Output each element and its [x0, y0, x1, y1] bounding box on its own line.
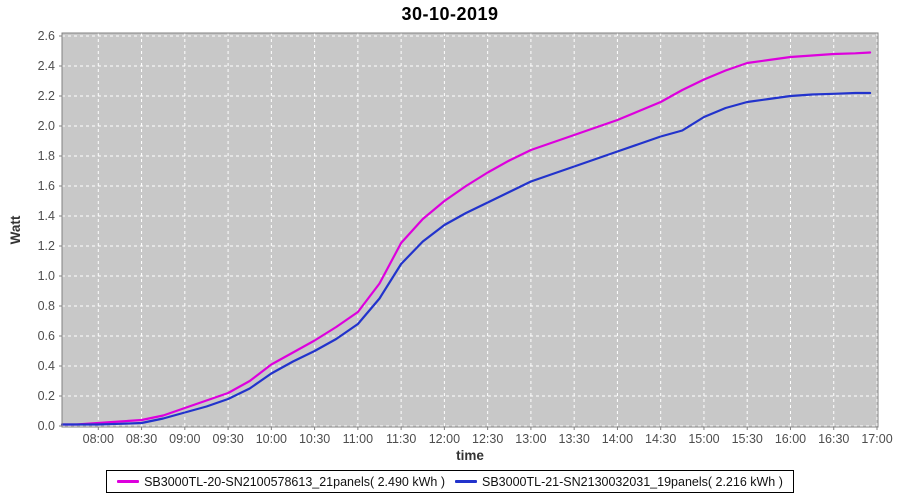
x-tick-label: 17:00 — [861, 432, 892, 446]
y-tick-label: 2.0 — [38, 119, 55, 133]
legend-label: SB3000TL-21-SN2130032031_19panels( 2.216… — [482, 474, 783, 489]
x-tick-label: 15:30 — [732, 432, 763, 446]
x-tick-label: 13:30 — [559, 432, 590, 446]
legend-line-swatch-blue — [455, 480, 477, 483]
y-tick-label: 1.6 — [38, 179, 55, 193]
x-tick-label: 08:30 — [126, 432, 157, 446]
y-tick-label: 1.8 — [38, 149, 55, 163]
line-chart-plot: 0.0 0.2 0.4 0.6 0.8 1.0 1.2 1.4 1.6 1.8 2.0 2.2 2.4 2… — [8, 29, 893, 463]
plot-border — [61, 32, 879, 428]
x-tick-label: 14:00 — [602, 432, 633, 446]
x-tick-label: 12:00 — [429, 432, 460, 446]
x-tick-label: 15:00 — [688, 432, 719, 446]
x-tick-label: 16:30 — [818, 432, 849, 446]
y-tick-label: 2.6 — [38, 29, 55, 43]
y-tick-label: 2.4 — [38, 59, 55, 73]
legend-line-swatch-magenta — [117, 480, 140, 483]
y-tick-label: 0.8 — [38, 299, 55, 313]
x-tick-label: 10:30 — [299, 432, 330, 446]
x-tick-label: 09:30 — [212, 432, 243, 446]
x-tick-label: 12:30 — [472, 432, 503, 446]
y-tick-label: 0.6 — [38, 329, 55, 343]
x-tick-label: 08:00 — [83, 432, 114, 446]
y-tick-label: 0.2 — [38, 389, 55, 403]
x-tick-label: 10:00 — [256, 432, 287, 446]
x-tick-label: 11:00 — [343, 432, 373, 446]
y-tick-label: 1.0 — [38, 269, 55, 283]
y-tick-label: 1.2 — [38, 239, 55, 253]
chart-title: 30-10-2019 — [401, 4, 499, 24]
y-tick-label: 1.4 — [38, 209, 55, 223]
legend-label: SB3000TL-20-SN2100578613_21panels( 2.490… — [144, 474, 445, 489]
y-tick-label: 0.0 — [38, 419, 55, 433]
x-tick-label: 11:30 — [386, 432, 416, 446]
x-tick-label: 09:00 — [169, 432, 200, 446]
plot-background — [62, 33, 878, 427]
x-axis-label: time — [456, 448, 484, 463]
x-tick-label: 16:00 — [775, 432, 806, 446]
chart-legend: SB3000TL-20-SN2100578613_21panels( 2.490… — [106, 470, 794, 493]
x-tick-label: 14:30 — [645, 432, 676, 446]
legend-item-inverter-20: SB3000TL-20-SN2100578613_21panels( 2.490… — [117, 475, 445, 489]
legend-item-inverter-21: SB3000TL-21-SN2130032031_19panels( 2.216… — [455, 475, 783, 489]
y-axis-label: Watt — [8, 215, 23, 244]
series-line-0 — [60, 51, 872, 426]
x-tick-label: 13:00 — [515, 432, 546, 446]
y-tick-label: 2.2 — [38, 89, 55, 103]
y-tick-label: 0.4 — [38, 359, 55, 373]
series-line-1 — [60, 91, 872, 426]
